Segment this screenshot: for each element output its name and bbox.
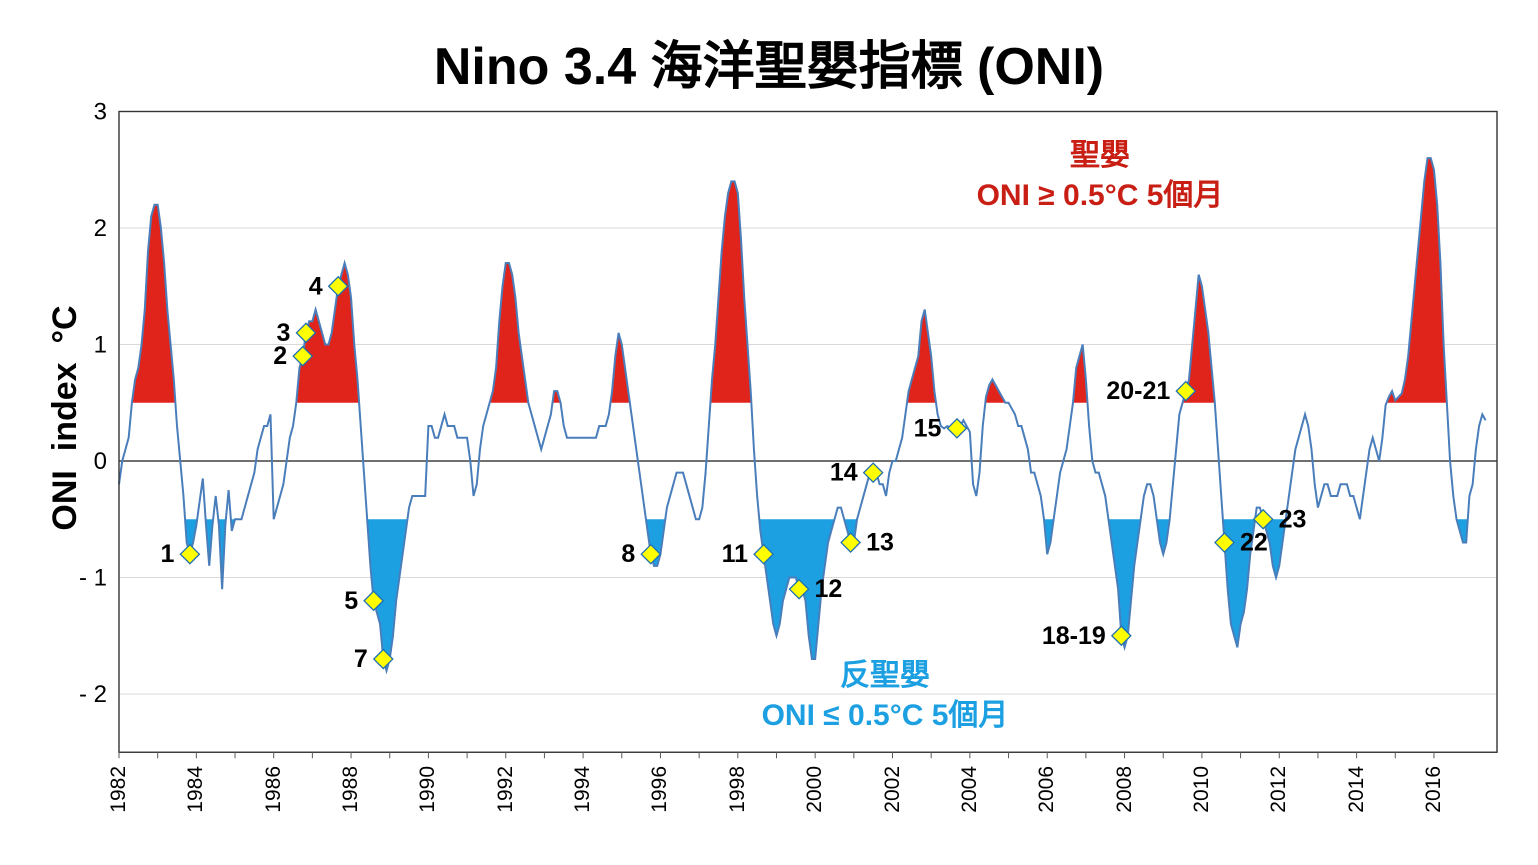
svg-text:- 1: - 1 (79, 565, 107, 592)
svg-text:ONI ≥ 0.5°C 5個月: ONI ≥ 0.5°C 5個月 (977, 179, 1224, 212)
svg-text:13: 13 (866, 529, 894, 557)
svg-text:23: 23 (1279, 505, 1307, 533)
svg-text:15: 15 (914, 414, 942, 442)
svg-text:14: 14 (830, 459, 858, 487)
svg-text:5: 5 (344, 587, 358, 615)
svg-text:1: 1 (160, 540, 174, 568)
svg-text:- 2: - 2 (79, 681, 107, 708)
svg-text:22: 22 (1240, 529, 1268, 557)
svg-text:4: 4 (309, 272, 323, 300)
svg-text:2: 2 (94, 215, 107, 242)
svg-text:0: 0 (94, 448, 107, 475)
svg-text:ONI ≤ 0.5°C 5個月: ONI ≤ 0.5°C 5個月 (762, 699, 1009, 732)
svg-text:3: 3 (94, 99, 107, 126)
svg-text:12: 12 (815, 575, 843, 603)
svg-text:反聖嬰: 反聖嬰 (840, 659, 930, 692)
svg-text:3: 3 (277, 319, 291, 347)
svg-text:20-21: 20-21 (1106, 377, 1170, 405)
svg-text:18-19: 18-19 (1042, 622, 1106, 650)
svg-text:聖嬰: 聖嬰 (1070, 139, 1130, 172)
svg-text:7: 7 (354, 645, 368, 673)
svg-text:11: 11 (722, 540, 749, 568)
svg-text:8: 8 (621, 540, 635, 568)
svg-text:1: 1 (94, 332, 107, 359)
